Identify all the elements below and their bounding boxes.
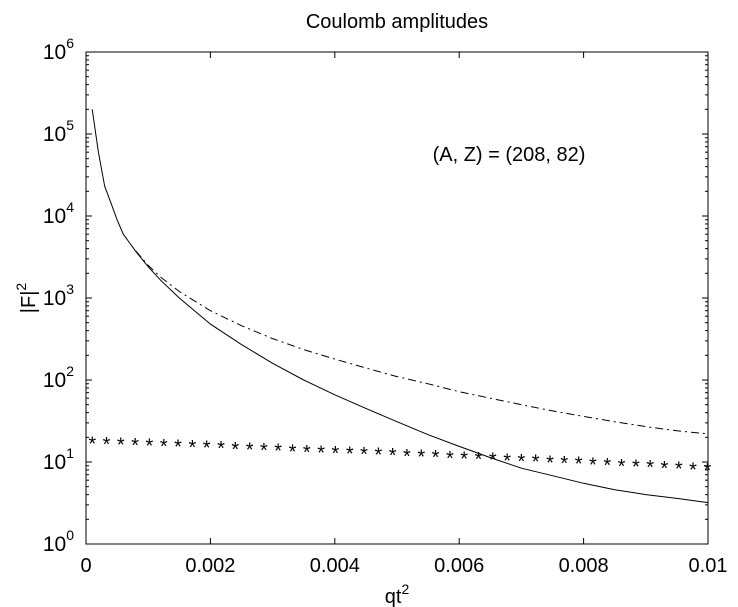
star-marker: * — [260, 440, 268, 462]
star-marker: * — [417, 447, 425, 469]
y-axis-label-base: |F| — [18, 291, 40, 314]
star-marker: * — [374, 445, 382, 467]
series-layer: * * * * * * * * * * * * * * * * * * * * * * * * * * * * * * * * * * * * * * * *… — [88, 109, 711, 504]
y-tick-label: 104 — [43, 199, 74, 228]
star-marker: * — [332, 443, 340, 465]
y-axis-label-superscript: 2 — [13, 283, 29, 291]
star-marker: * — [646, 457, 654, 479]
x-axis-label: qt2 — [385, 581, 410, 607]
star-marker: * — [103, 434, 111, 456]
plot-area — [85, 51, 709, 545]
star-marker: * — [303, 442, 311, 464]
star-marker: * — [675, 459, 683, 481]
chart-title: Coulomb amplitudes — [306, 11, 488, 33]
dash-dot-curve — [135, 250, 709, 435]
x-axis-label-base: qt — [385, 586, 402, 607]
star-marker: * — [532, 452, 540, 474]
y-tick-label: 106 — [43, 35, 74, 64]
star-marker: * — [231, 439, 239, 461]
star-marker: * — [346, 444, 354, 466]
y-tick-label: 100 — [43, 527, 74, 556]
star-marker: * — [317, 442, 325, 464]
star-marker: * — [403, 446, 411, 468]
star-marker: * — [689, 459, 697, 481]
star-marker: * — [546, 452, 554, 474]
star-marker: * — [661, 458, 669, 480]
y-axis-label: |F|2 — [13, 283, 40, 314]
star-marker: * — [274, 441, 282, 463]
x-tick-label: 0.008 — [559, 555, 609, 577]
star-marker: * — [188, 437, 196, 459]
star-marker: * — [518, 451, 526, 473]
x-axis: 0 0.002 0.004 0.006 0.008 0.01 — [80, 52, 727, 577]
star-marker: * — [88, 433, 96, 455]
star-marker: * — [475, 449, 483, 471]
star-marker: * — [117, 434, 125, 456]
star-marker: * — [503, 450, 511, 472]
star-marker: * — [203, 438, 211, 460]
y-tick-label: 101 — [43, 445, 74, 474]
star-marker: * — [632, 457, 640, 479]
star-marker: * — [575, 454, 583, 476]
star-marker: * — [289, 441, 297, 463]
star-marker: * — [603, 455, 611, 477]
star-marker: * — [589, 454, 597, 476]
y-tick-label: 105 — [43, 117, 74, 146]
star-marker: * — [489, 450, 497, 472]
star-marker: * — [389, 445, 397, 467]
y-tick-label: 103 — [43, 281, 74, 310]
y-tick-label: 102 — [43, 363, 74, 392]
star-marker: * — [174, 437, 182, 459]
star-marker: * — [560, 453, 568, 475]
star-marker: * — [160, 436, 168, 458]
x-tick-label: 0.002 — [185, 555, 235, 577]
x-tick-label: 0.01 — [689, 555, 728, 577]
star-marker: * — [618, 456, 626, 478]
star-marker: * — [460, 448, 468, 470]
x-tick-label: 0.004 — [310, 555, 360, 577]
solid-curve — [91, 109, 709, 504]
star-marker: * — [146, 436, 154, 458]
star-marker: * — [432, 447, 440, 469]
star-marker: * — [446, 448, 454, 470]
star-marker: * — [131, 435, 139, 457]
annotation: (A, Z) = (208, 82) — [433, 144, 586, 166]
x-axis-label-superscript: 2 — [401, 581, 409, 597]
star-marker: * — [246, 439, 254, 461]
y-axis: 100 101 102 103 104 105 106 — [43, 35, 708, 556]
star-marker: * — [703, 460, 711, 482]
x-tick-label: 0.006 — [434, 555, 484, 577]
star-marker: * — [217, 438, 225, 460]
x-tick-label: 0 — [80, 555, 91, 577]
star-marker: * — [360, 444, 368, 466]
